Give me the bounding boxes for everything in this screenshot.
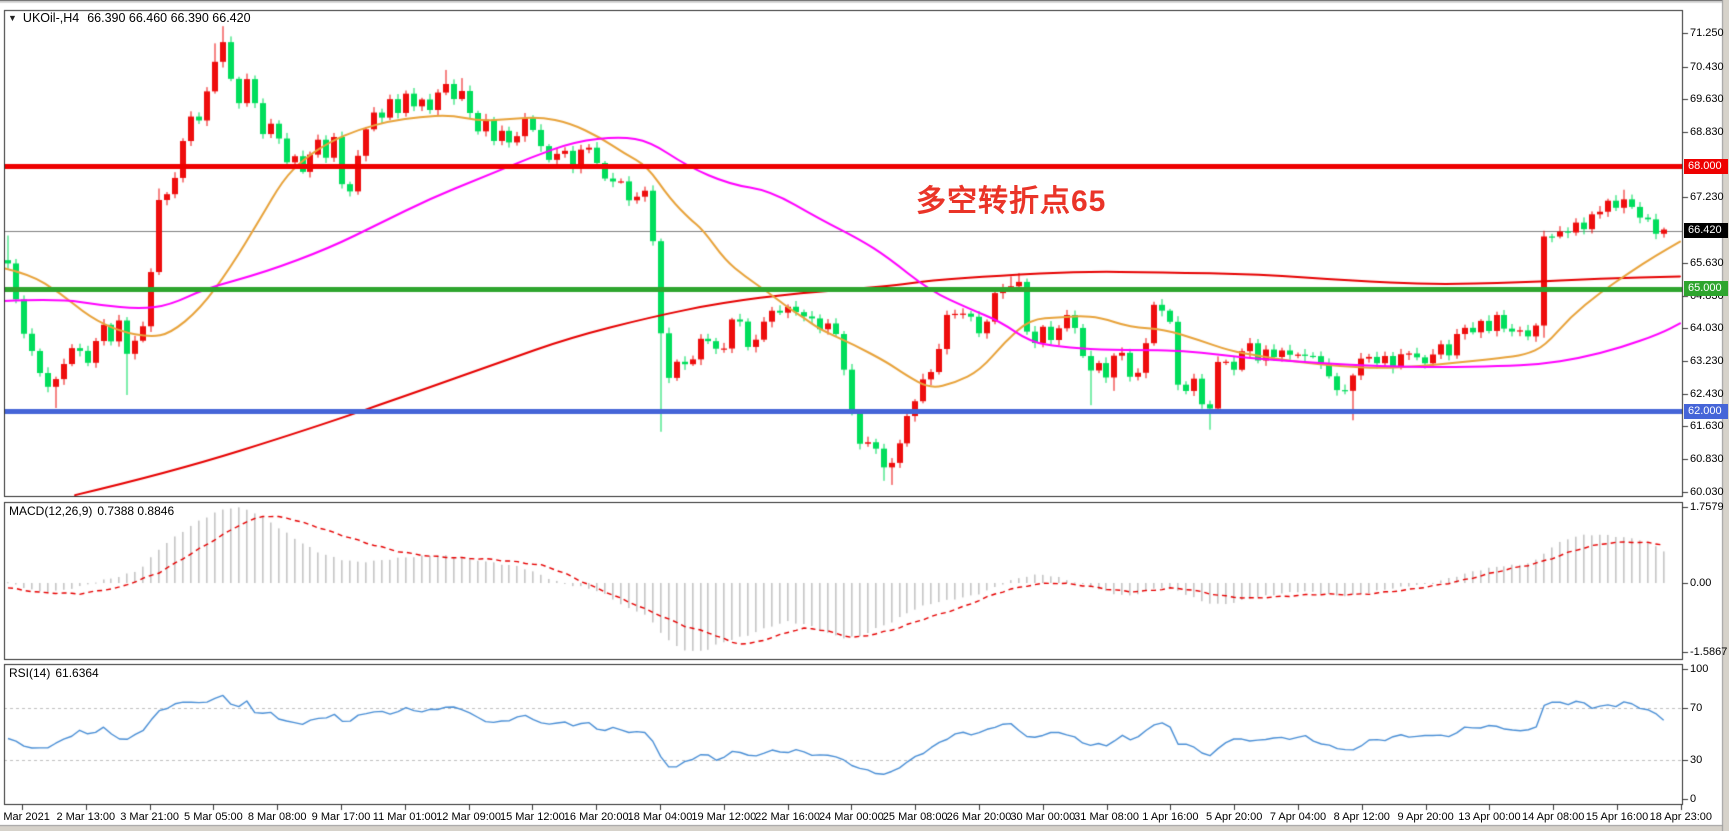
collapse-quote-icon[interactable]: ▼ bbox=[8, 13, 17, 23]
